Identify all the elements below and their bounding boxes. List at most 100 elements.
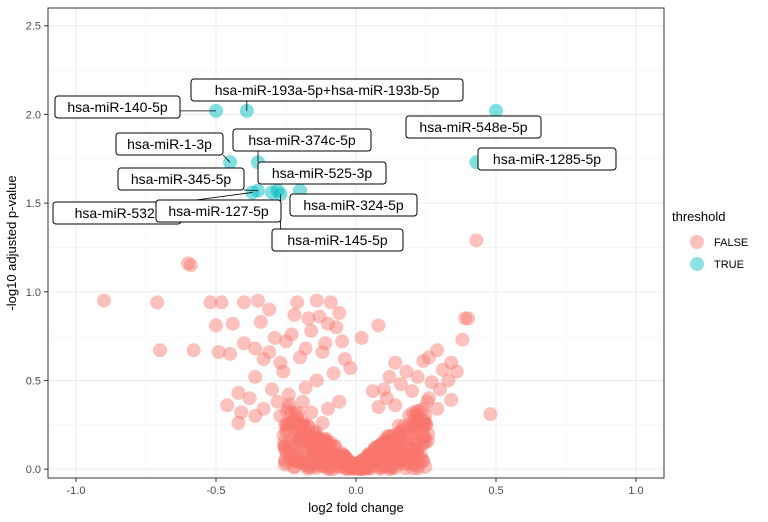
point-false [410, 458, 425, 473]
point-false [312, 432, 327, 447]
point-false [211, 345, 226, 360]
point-false [392, 427, 407, 442]
label-connector [243, 189, 259, 192]
point-false [237, 295, 251, 310]
point-false [322, 448, 337, 463]
label-box [115, 132, 224, 156]
point-false [316, 440, 331, 455]
point-false [203, 295, 218, 310]
label-box [271, 228, 404, 252]
point-false [338, 452, 353, 467]
point-false [292, 432, 307, 447]
point-false [418, 407, 433, 422]
point-false [312, 309, 327, 324]
point-false [341, 456, 356, 471]
point-true [489, 103, 503, 118]
point-false [355, 460, 370, 475]
point-false [225, 316, 240, 331]
point-false [398, 461, 413, 476]
point-false [374, 439, 389, 454]
point-false [278, 454, 293, 469]
point-false [340, 461, 355, 476]
point-false [361, 450, 376, 465]
point-false [331, 454, 346, 469]
point-false [377, 442, 392, 457]
point-false [415, 428, 430, 443]
point-false [345, 457, 360, 472]
label-box [257, 161, 387, 185]
point-false [368, 443, 383, 458]
point-false [331, 448, 346, 463]
point-false [365, 454, 380, 469]
point-false [97, 293, 111, 308]
point-false [374, 438, 389, 453]
point-false [395, 435, 410, 450]
point-false [337, 453, 352, 468]
point-false [405, 384, 419, 399]
point-false [408, 407, 423, 422]
point-false [323, 462, 338, 477]
point-false [328, 454, 343, 469]
point-false [393, 453, 408, 468]
point-label: hsa-miR-145-5p [287, 232, 388, 248]
point-false [416, 419, 431, 434]
point-false [399, 364, 414, 379]
point-false [361, 453, 376, 468]
point-false [342, 459, 357, 474]
point-false [308, 424, 323, 439]
y-tick-label: 2.0 [26, 109, 41, 121]
point-false [374, 448, 389, 463]
point-false [290, 295, 305, 310]
point-false [153, 343, 167, 358]
point-false [417, 430, 432, 445]
point-false [285, 447, 300, 462]
point-false [391, 418, 406, 433]
point-false [385, 459, 400, 474]
point-false [410, 461, 425, 476]
point-false [391, 453, 406, 468]
point-false [309, 430, 324, 445]
point-false [391, 446, 406, 461]
point-false [406, 441, 421, 456]
point-false [288, 406, 303, 421]
point-false [421, 427, 436, 442]
point-false [372, 455, 387, 470]
point-false [295, 394, 310, 409]
point-false [358, 452, 373, 467]
legend-key [690, 257, 704, 271]
point-false [311, 448, 326, 463]
point-false [403, 416, 418, 431]
label-connector [222, 154, 231, 163]
point-false [282, 435, 297, 450]
point-false [321, 401, 335, 416]
point-false [321, 436, 336, 451]
point-false [382, 449, 397, 464]
point-false [344, 457, 359, 472]
point-false [346, 456, 361, 471]
point-false [231, 416, 246, 431]
y-tick-label: 1.0 [26, 287, 41, 299]
label-box [477, 147, 617, 171]
point-false [326, 452, 341, 467]
point-false [353, 455, 368, 470]
point-false [405, 420, 420, 435]
point-false [295, 415, 310, 430]
point-false [364, 454, 379, 469]
false-points [97, 231, 498, 477]
point-false [337, 455, 352, 470]
point-false [342, 455, 357, 470]
point-false [265, 382, 279, 397]
point-false [150, 295, 165, 310]
point-false [406, 415, 421, 430]
point-false [335, 454, 350, 469]
point-false [319, 443, 334, 458]
point-false [305, 431, 320, 446]
point-false [324, 458, 339, 473]
point-false [379, 454, 394, 469]
point-false [404, 452, 419, 467]
point-false [286, 453, 301, 468]
point-false [326, 366, 341, 381]
point-false [417, 416, 432, 431]
point-false [336, 448, 351, 463]
